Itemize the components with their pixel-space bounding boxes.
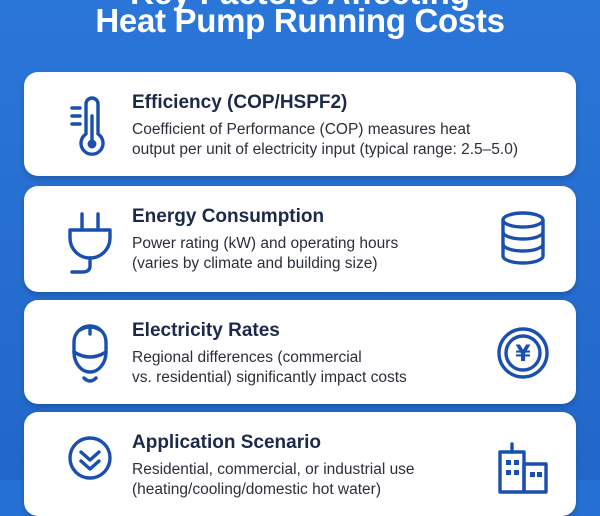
piggy-bank-icon: [72, 324, 108, 383]
thermometer-icon: [70, 96, 105, 156]
cut-off-heading: Key Factors Affecting: [0, 0, 600, 12]
card-title: Efficiency (COP/HSPF2): [132, 92, 348, 113]
card-energy-consumption: Energy Consumption Power rating (kW) and…: [24, 186, 576, 292]
card-desc-line: Power rating (kW) and operating hours: [132, 235, 399, 252]
card-desc-line: vs. residential) significantly impact co…: [132, 369, 407, 386]
page-title: Heat Pump Running Costs: [95, 2, 505, 39]
card-desc-line: (varies by climate and building size): [132, 255, 378, 272]
card-desc-line: Residential, commercial, or industrial u…: [132, 461, 415, 478]
card-application-scenario: Application Scenario Residential, commer…: [24, 412, 576, 516]
card-description: Coefficient of Performance (COP) measure…: [132, 120, 562, 160]
card-desc-line: Coefficient of Performance (COP) measure…: [132, 121, 471, 138]
database-stack-icon: [501, 211, 545, 265]
card-electricity-rates: Electricity Rates Regional differences (…: [24, 300, 576, 404]
card-desc-line: Regional differences (commercial: [132, 349, 362, 366]
card-desc-line: output per unit of electricity input (ty…: [132, 141, 518, 158]
card-title: Energy Consumption: [132, 206, 325, 227]
yen-coin-icon: ¥: [497, 327, 549, 379]
card-description: Power rating (kW) and operating hours (v…: [132, 234, 472, 274]
card-description: Regional differences (commercial vs. res…: [132, 348, 472, 388]
card-desc-line: (heating/cooling/domestic hot water): [132, 481, 381, 498]
plug-icon: [68, 212, 112, 274]
card-description: Residential, commercial, or industrial u…: [132, 460, 482, 500]
card-title: Application Scenario: [132, 432, 321, 453]
coin-symbol: ¥: [515, 342, 531, 367]
card-efficiency: Efficiency (COP/HSPF2) Coefficient of Pe…: [24, 72, 576, 176]
card-title: Electricity Rates: [132, 320, 280, 341]
check-circle-icon: [68, 436, 112, 480]
buildings-icon: [498, 442, 548, 494]
